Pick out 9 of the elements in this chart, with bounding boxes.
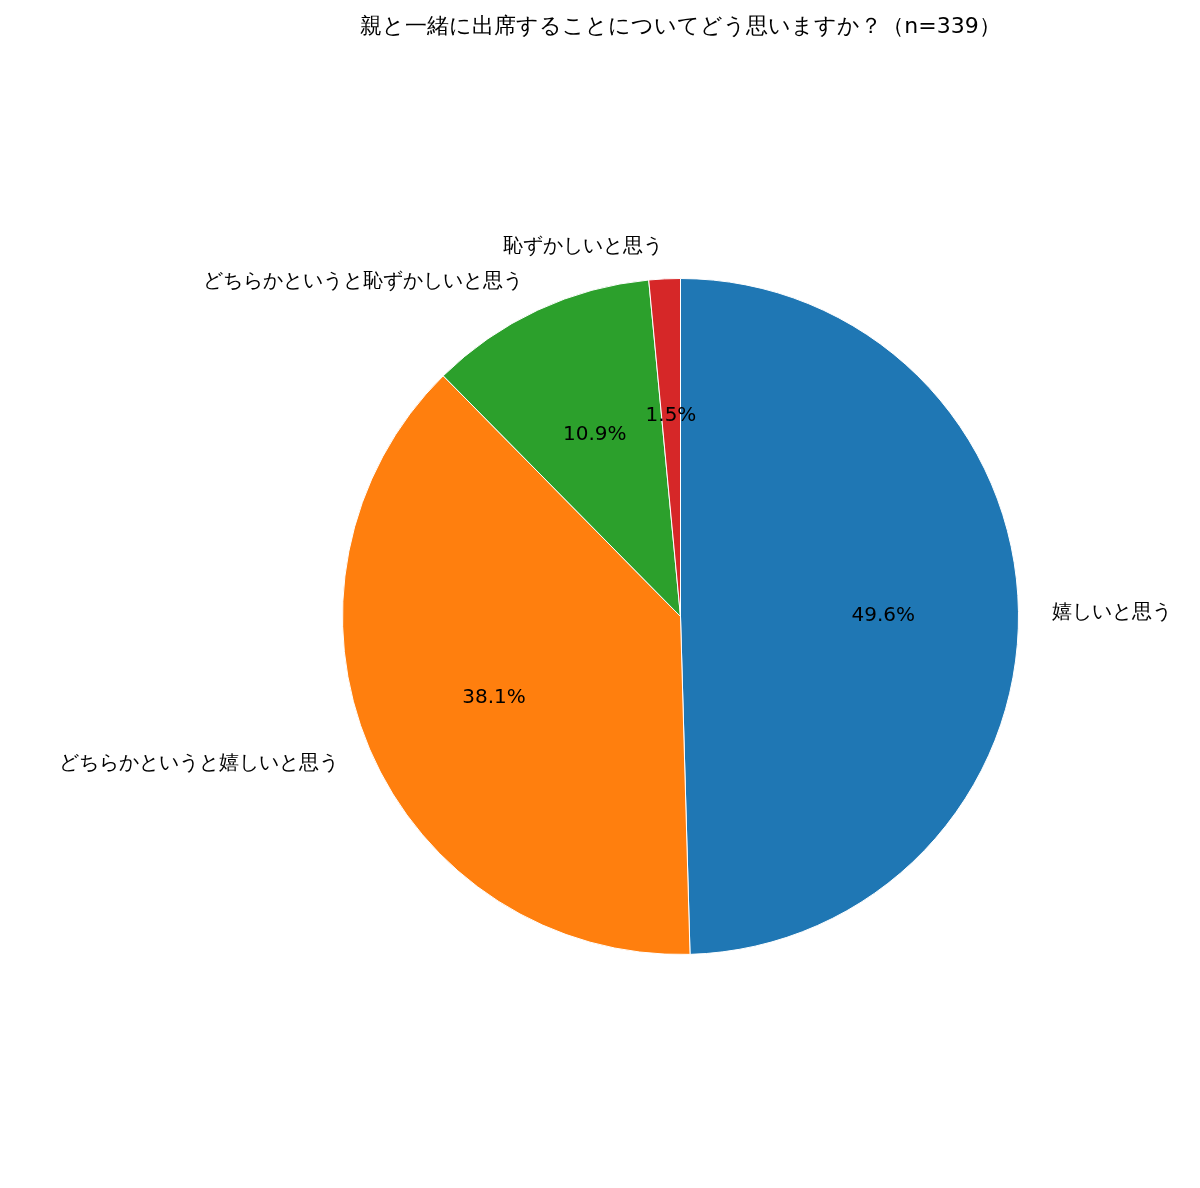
slice-label: どちらかというと嬉しいと思う [58,750,339,775]
data-label: 38.1% [462,684,526,709]
slice-label: 恥ずかしいと思う [503,233,663,258]
data-label: 10.9% [563,420,627,445]
slice-label: どちらかというと恥ずかしいと思う [203,267,524,292]
data-label: 49.6% [851,601,916,626]
chart-title: 親と一緒に出席することについてどう思いますか？（n=339） [360,13,1001,38]
data-label: 1.5% [645,401,697,426]
slice-label: 嬉しいと思う [1052,599,1173,624]
